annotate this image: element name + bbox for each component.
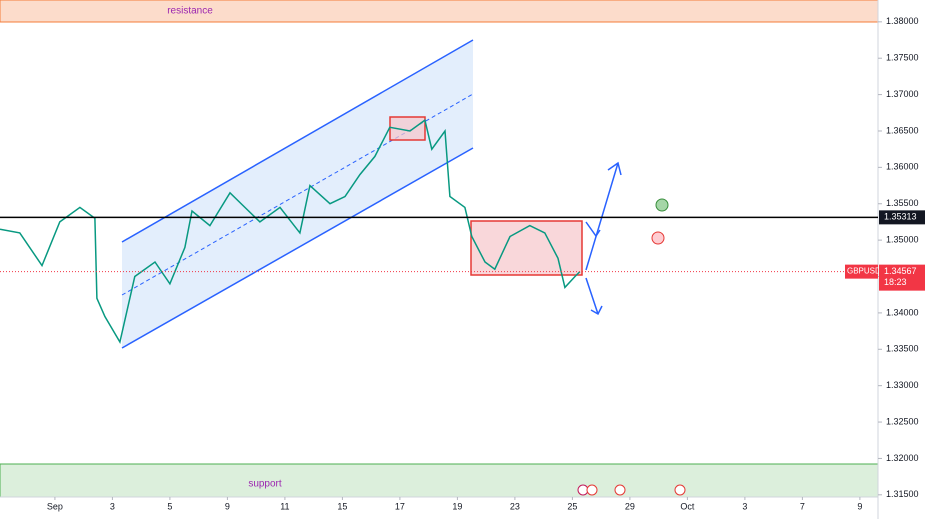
y-tick-label: 1.36000 xyxy=(886,162,919,172)
signal-dot xyxy=(651,231,665,245)
y-tick-label: 1.33000 xyxy=(886,380,919,390)
x-tick-label: 15 xyxy=(337,501,347,511)
price-line xyxy=(0,118,581,345)
resistance-zone xyxy=(0,0,879,23)
y-tick-label: 1.34000 xyxy=(886,307,919,317)
x-tick-label: 11 xyxy=(280,501,289,511)
level-label: 1.35313 xyxy=(884,212,917,222)
x-tick-label: 3 xyxy=(742,501,747,511)
channel-top xyxy=(121,39,474,243)
x-tick-label: 19 xyxy=(452,501,462,511)
y-tick-label: 1.32500 xyxy=(886,416,919,426)
symbol-tag xyxy=(845,264,878,279)
x-tick-label: 9 xyxy=(225,501,230,511)
y-tick-label: 1.36500 xyxy=(886,125,919,135)
channel-fill xyxy=(122,40,473,348)
y-tick-label: 1.33500 xyxy=(886,344,919,354)
support-label: support xyxy=(248,479,282,490)
y-tick-label: 1.35000 xyxy=(886,235,919,245)
y-tick-label: 1.37500 xyxy=(886,53,919,63)
x-tick-label: 5 xyxy=(167,501,172,511)
range-box xyxy=(470,220,583,276)
x-tick-label: Sep xyxy=(47,501,63,511)
x-tick-label: 9 xyxy=(857,501,862,511)
event-icons xyxy=(577,484,686,496)
support-zone xyxy=(0,463,879,498)
signal-dot xyxy=(655,198,669,212)
countdown: 18:23 xyxy=(884,277,907,287)
x-tick-label: 7 xyxy=(800,501,805,511)
resistance-label: resistance xyxy=(167,6,213,17)
channel-bottom xyxy=(121,147,474,349)
x-tick-label: 25 xyxy=(567,501,577,511)
price-tag xyxy=(879,264,925,291)
x-tick-label: Oct xyxy=(680,501,695,511)
x-tick-label: 17 xyxy=(395,501,405,511)
x-tick-label: 29 xyxy=(625,501,635,511)
y-tick-label: 1.32000 xyxy=(886,453,919,463)
x-tick-label: 3 xyxy=(110,501,115,511)
arrows xyxy=(585,161,622,316)
symbol-label: GBPUSD xyxy=(847,267,881,276)
y-tick-label: 1.37000 xyxy=(886,89,919,99)
y-tick-label: 1.35500 xyxy=(886,198,919,208)
x-tick-label: 23 xyxy=(510,501,520,511)
y-tick-label: 1.38000 xyxy=(886,16,919,26)
y-tick-label: 1.31500 xyxy=(886,489,919,499)
level-tag xyxy=(879,210,925,225)
price-label: 1.34567 xyxy=(884,266,917,276)
